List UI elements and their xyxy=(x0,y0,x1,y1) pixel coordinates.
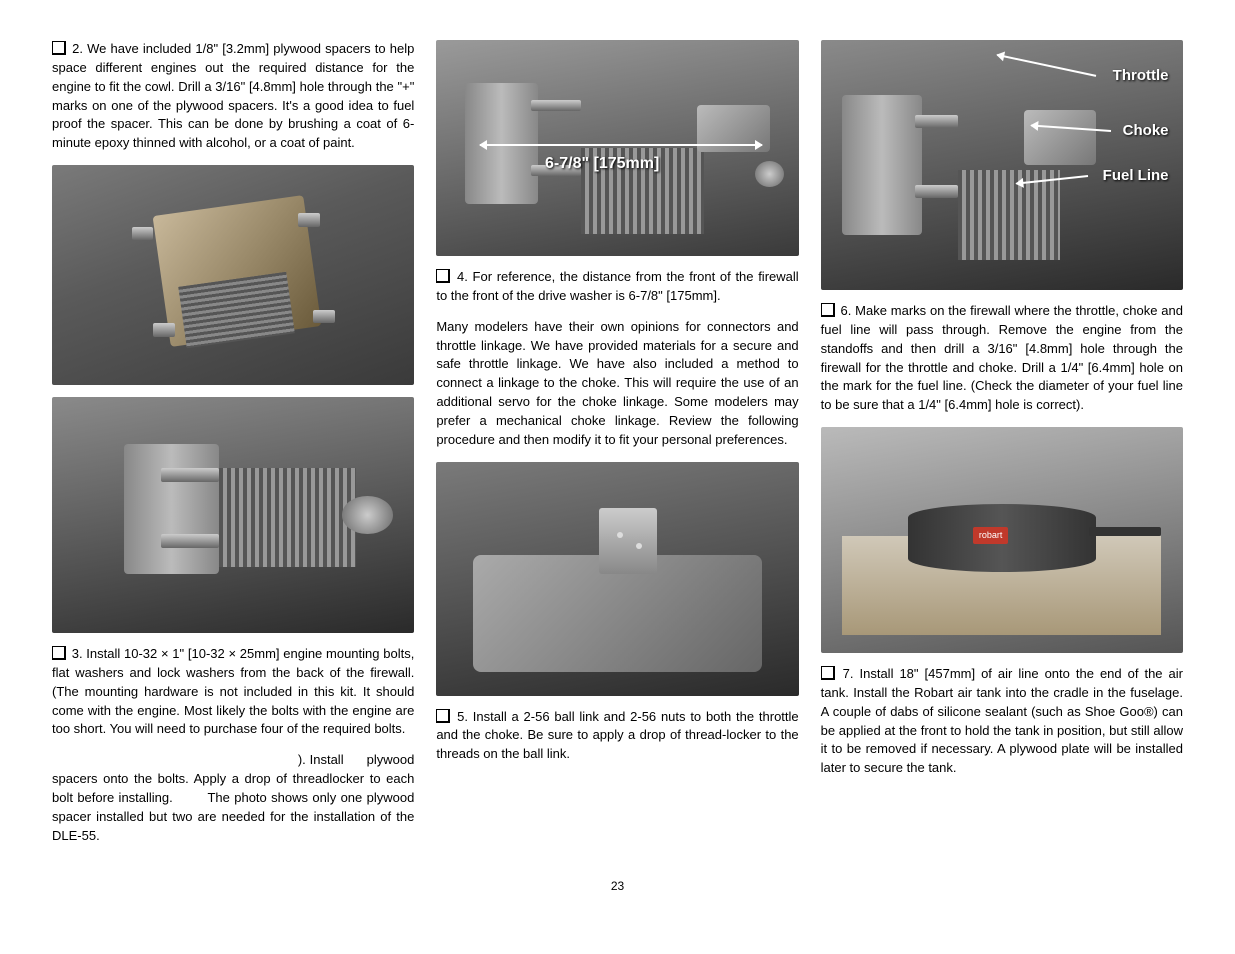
step-7-text: 7. Install 18" [457mm] of air line onto … xyxy=(821,665,1183,778)
checkbox-icon xyxy=(436,709,450,723)
label-throttle: Throttle xyxy=(1113,65,1169,87)
step-5-body: 5. Install a 2-56 ball link and 2-56 nut… xyxy=(436,709,798,762)
checkbox-icon xyxy=(821,666,835,680)
measure-arrow xyxy=(480,144,763,146)
step-6-body: 6. Make marks on the firewall where the … xyxy=(821,303,1183,412)
label-choke: Choke xyxy=(1123,120,1169,142)
checkbox-icon xyxy=(436,269,450,283)
step-3a-body: 3. Install 10-32 × 1" [10-32 × 25mm] eng… xyxy=(52,646,414,736)
photo-air-tank: robart xyxy=(821,427,1183,653)
step-7-body: 7. Install 18" [457mm] of air line onto … xyxy=(821,666,1183,775)
photo-callouts: Throttle Choke Fuel Line xyxy=(821,40,1183,290)
photo-measurement: 6-7/8" [175mm] xyxy=(436,40,798,256)
step-4-text: 4. For reference, the distance from the … xyxy=(436,268,798,306)
step-3b-text: ). Install plywood spacers onto the bolt… xyxy=(52,751,414,845)
step-3-text: 3. Install 10-32 × 1" [10-32 × 25mm] eng… xyxy=(52,645,414,739)
column-3: Throttle Choke Fuel Line 6. Make marks o… xyxy=(821,40,1183,858)
step-4-body: 4. For reference, the distance from the … xyxy=(436,269,798,303)
tank-brand-label: robart xyxy=(973,527,1009,544)
linkage-paragraph: Many modelers have their own opinions fo… xyxy=(436,318,798,450)
photo-spacer-front xyxy=(52,165,414,385)
column-1: 2. We have included 1/8" [3.2mm] plywood… xyxy=(52,40,414,858)
checkbox-icon xyxy=(52,41,66,55)
column-2: 6-7/8" [175mm] 4. For reference, the dis… xyxy=(436,40,798,858)
page-columns: 2. We have included 1/8" [3.2mm] plywood… xyxy=(52,40,1183,858)
photo-engine-side xyxy=(52,397,414,633)
photo-ball-link xyxy=(436,462,798,696)
label-fuel-line: Fuel Line xyxy=(1103,165,1169,187)
step-5-text: 5. Install a 2-56 ball link and 2-56 nut… xyxy=(436,708,798,765)
checkbox-icon xyxy=(52,646,66,660)
step-6-text: 6. Make marks on the firewall where the … xyxy=(821,302,1183,415)
step-2-body: 2. We have included 1/8" [3.2mm] plywood… xyxy=(52,41,414,150)
page-number: 23 xyxy=(52,878,1183,895)
measure-label: 6-7/8" [175mm] xyxy=(545,152,659,175)
step-2-text: 2. We have included 1/8" [3.2mm] plywood… xyxy=(52,40,414,153)
checkbox-icon xyxy=(821,303,835,317)
